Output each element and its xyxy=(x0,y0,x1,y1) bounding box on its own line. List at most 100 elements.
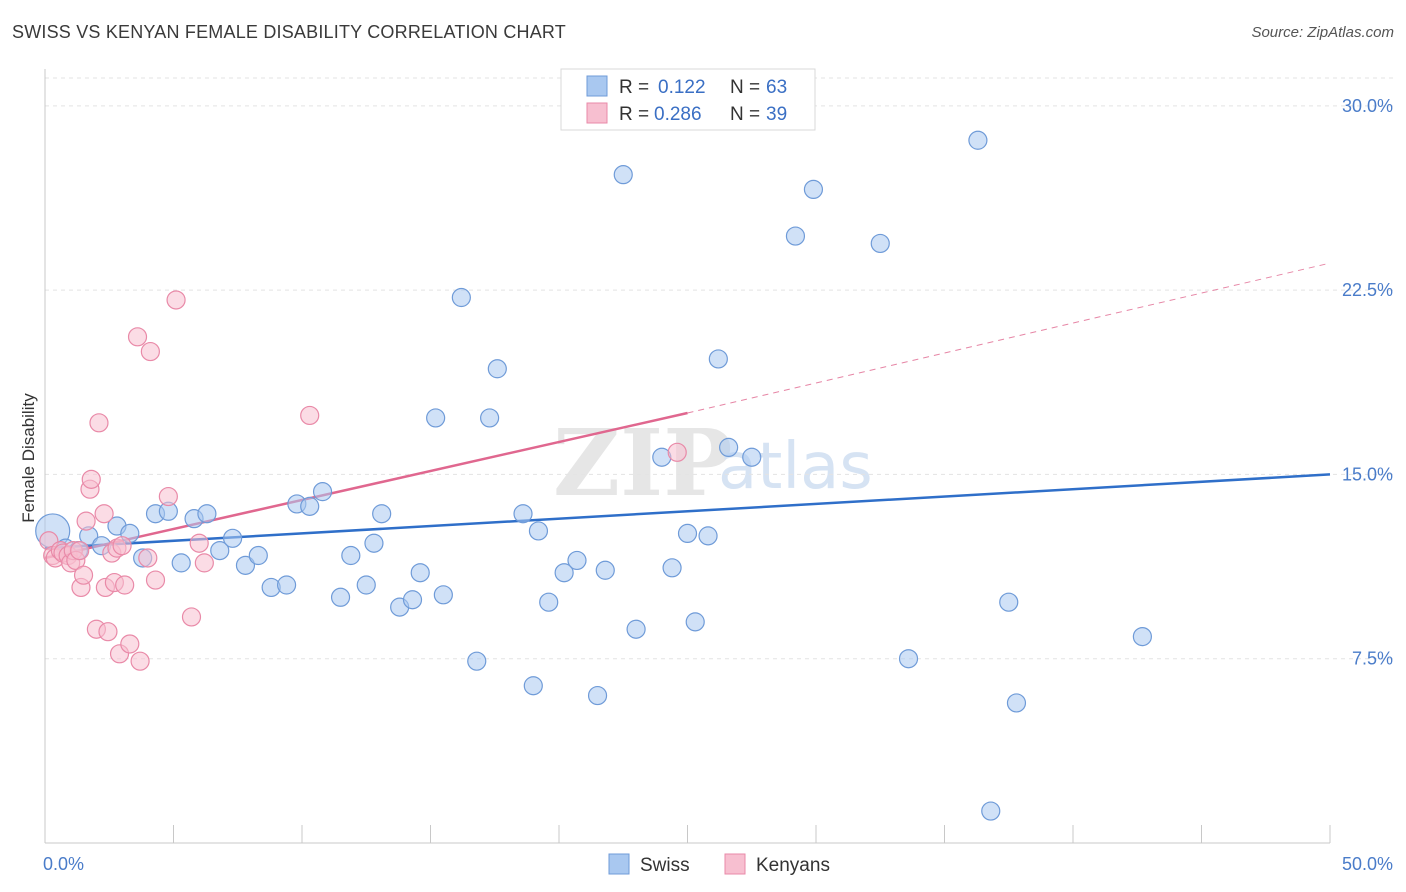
bottom-legend-swiss: Swiss xyxy=(640,855,690,876)
swiss-point xyxy=(539,592,559,612)
swiss-point xyxy=(999,592,1019,612)
swiss-point xyxy=(467,651,487,671)
watermark-atlas: atlas xyxy=(718,430,873,504)
kenyan-point xyxy=(667,442,687,462)
legend-swiss-n-value: 63 xyxy=(766,77,787,98)
legend-swatch-swiss xyxy=(586,75,608,97)
legend-kenyan-n-label: N = xyxy=(730,104,760,125)
swiss-point xyxy=(803,179,824,199)
kenyan-point xyxy=(73,565,94,585)
kenyan-point xyxy=(145,570,166,590)
kenyan-point xyxy=(81,469,101,489)
swiss-point xyxy=(426,408,446,428)
data-points xyxy=(35,130,1152,821)
y-tick-label: 30.0% xyxy=(1342,96,1393,116)
swiss-point xyxy=(719,437,739,457)
bottom-legend-kenyan: Kenyans xyxy=(756,855,830,876)
swiss-point xyxy=(898,649,919,669)
legend-swiss-r-value: 0.122 xyxy=(658,77,706,98)
kenyan-point xyxy=(70,540,90,561)
kenyan-point xyxy=(76,511,96,531)
swiss-point xyxy=(968,130,988,150)
swiss-point xyxy=(1132,626,1152,647)
swiss-point xyxy=(785,226,806,246)
swiss-point xyxy=(356,575,376,595)
swiss-point xyxy=(223,528,243,548)
swiss-point xyxy=(613,165,633,185)
swiss-point xyxy=(554,563,574,583)
swiss-point xyxy=(595,560,615,580)
y-tick-label: 22.5% xyxy=(1342,280,1393,300)
trend-lines xyxy=(44,262,1331,560)
swiss-point xyxy=(523,676,543,696)
swiss-point xyxy=(210,540,230,561)
swiss-point xyxy=(981,801,1001,821)
swiss-point xyxy=(364,533,384,553)
x-tick-label-min: 0.0% xyxy=(43,854,84,874)
y-tick-label: 15.0% xyxy=(1342,464,1393,484)
kenyan-point xyxy=(89,413,109,433)
swiss-point xyxy=(626,619,646,639)
bottom-legend-swatch-kenyan xyxy=(724,853,746,875)
swiss-point xyxy=(276,575,297,595)
kenyan-point xyxy=(138,548,158,568)
swiss-trend-line xyxy=(44,473,1331,550)
legend-swiss-n-label: N = xyxy=(730,77,760,98)
swiss-point xyxy=(197,504,217,524)
swiss-point xyxy=(1006,693,1027,713)
swiss-point xyxy=(300,496,320,516)
kenyan-point xyxy=(140,341,160,362)
swiss-point xyxy=(685,612,705,632)
y-tick-label: 7.5% xyxy=(1352,649,1393,669)
series-legend: Swiss Kenyans xyxy=(608,853,830,876)
swiss-point xyxy=(402,590,423,610)
kenyan-trend-extension xyxy=(687,262,1331,414)
kenyan-point xyxy=(115,575,135,595)
kenyan-trend-line xyxy=(44,411,688,560)
y-axis-label: Female Disability xyxy=(19,393,38,523)
kenyan-point xyxy=(127,327,148,347)
swiss-point xyxy=(312,482,333,502)
swiss-point xyxy=(677,523,698,544)
watermark-zip: ZIP xyxy=(553,409,732,517)
swiss-point xyxy=(330,587,351,607)
swiss-point xyxy=(587,685,608,706)
swiss-point xyxy=(341,545,361,566)
swiss-point xyxy=(171,553,191,573)
swiss-point xyxy=(248,545,268,566)
chart-source: Source: ZipAtlas.com xyxy=(1251,24,1394,41)
kenyan-point xyxy=(166,290,186,310)
kenyan-point xyxy=(112,536,132,556)
swiss-point xyxy=(513,504,533,524)
swiss-point xyxy=(480,408,500,428)
kenyan-point xyxy=(181,607,202,627)
legend-kenyan-r-value: 0.286 xyxy=(654,104,702,125)
swiss-point xyxy=(451,287,471,308)
legend-kenyan-n-value: 39 xyxy=(766,104,787,125)
chart-title: SWISS VS KENYAN FEMALE DISABILITY CORREL… xyxy=(12,22,566,42)
swiss-point xyxy=(410,563,430,583)
swiss-point xyxy=(708,349,728,369)
kenyan-point xyxy=(189,533,209,553)
kenyan-point xyxy=(130,651,150,671)
kenyan-point xyxy=(98,622,118,642)
swiss-point xyxy=(487,359,507,379)
legend-swatch-kenyan xyxy=(586,102,608,124)
kenyan-point xyxy=(300,405,320,426)
swiss-point xyxy=(567,550,587,571)
swiss-point xyxy=(742,447,762,467)
axes: 7.5% 15.0% 22.5% 30.0% 0.0% 50.0% xyxy=(43,69,1393,874)
swiss-point xyxy=(235,555,256,575)
kenyan-point xyxy=(120,634,140,654)
swiss-point xyxy=(698,526,718,546)
swiss-point xyxy=(528,521,549,541)
bottom-legend-swatch-swiss xyxy=(608,853,630,875)
x-tick-label-max: 50.0% xyxy=(1342,854,1393,874)
kenyan-point xyxy=(194,553,214,573)
stats-legend: R = 0.122 N = 63 R = 0.286 N = 39 xyxy=(560,68,816,131)
swiss-point xyxy=(870,233,890,254)
kenyan-point xyxy=(94,504,114,524)
swiss-point xyxy=(662,558,682,578)
legend-kenyan-r-label: R = xyxy=(619,104,649,125)
